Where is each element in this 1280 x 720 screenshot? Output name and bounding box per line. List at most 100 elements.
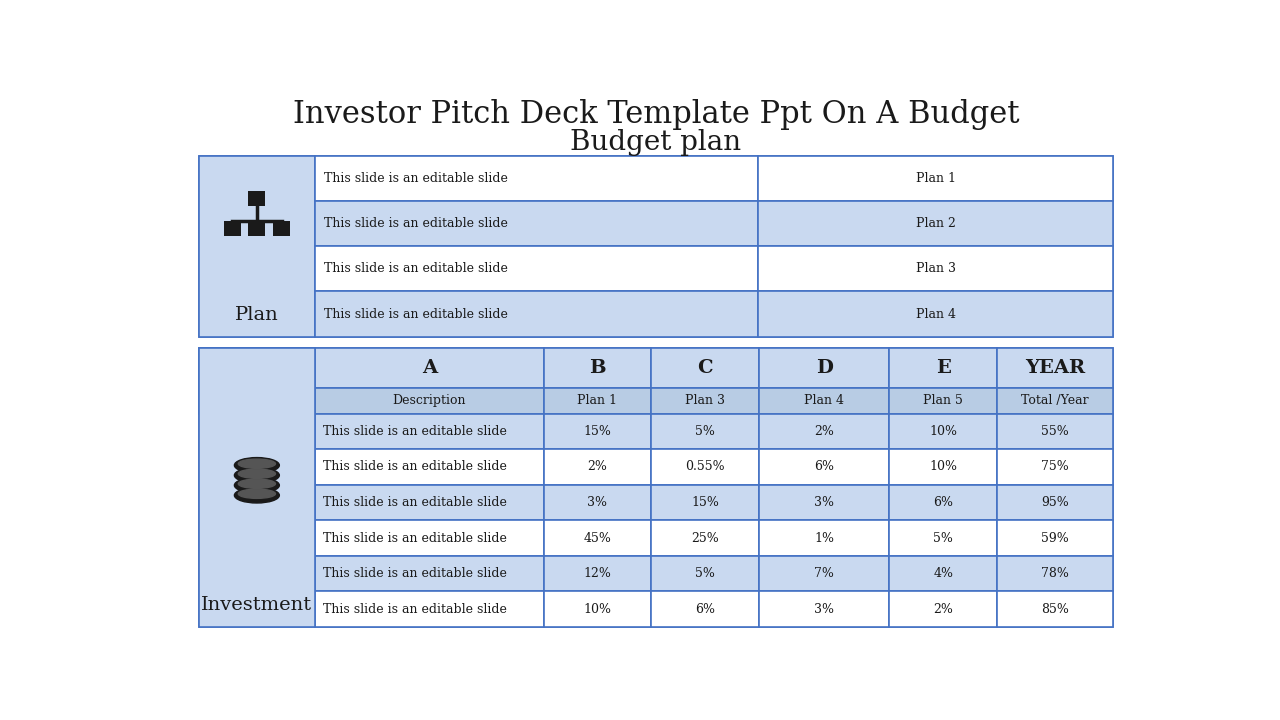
Ellipse shape [234, 477, 279, 493]
Text: 1%: 1% [814, 531, 835, 544]
Text: 45%: 45% [584, 531, 612, 544]
Bar [544, 348, 652, 388]
Text: 4%: 4% [933, 567, 954, 580]
Bar [315, 521, 544, 556]
Bar [544, 591, 652, 627]
Bar [890, 556, 997, 591]
Bar [224, 221, 241, 236]
Bar [315, 414, 544, 449]
Bar [997, 388, 1114, 414]
Bar [758, 156, 1114, 201]
Bar [652, 449, 759, 485]
Text: A: A [421, 359, 436, 377]
Bar [759, 388, 890, 414]
Text: Plan 3: Plan 3 [915, 262, 956, 275]
Text: D: D [815, 359, 833, 377]
Text: C: C [698, 359, 713, 377]
Text: 10%: 10% [929, 425, 957, 438]
Ellipse shape [234, 487, 279, 503]
Text: 5%: 5% [933, 531, 954, 544]
Text: Investor Pitch Deck Template Ppt On A Budget: Investor Pitch Deck Template Ppt On A Bu… [293, 99, 1019, 130]
Text: 2%: 2% [933, 603, 954, 616]
Text: 5%: 5% [695, 567, 716, 580]
Bar [544, 388, 652, 414]
Text: Plan: Plan [236, 306, 279, 324]
Text: 95%: 95% [1041, 496, 1069, 509]
Bar [759, 449, 890, 485]
Text: 3%: 3% [814, 603, 835, 616]
Bar [997, 521, 1114, 556]
Ellipse shape [238, 479, 275, 488]
Text: Investment: Investment [201, 596, 312, 614]
Text: 85%: 85% [1041, 603, 1069, 616]
Text: Plan 4: Plan 4 [804, 395, 845, 408]
Ellipse shape [238, 489, 275, 498]
Bar [759, 521, 890, 556]
Ellipse shape [234, 458, 279, 473]
Ellipse shape [238, 459, 275, 468]
Text: E: E [936, 359, 951, 377]
Text: 75%: 75% [1041, 461, 1069, 474]
Bar [544, 414, 652, 449]
Bar [759, 348, 890, 388]
Bar [315, 591, 544, 627]
Text: This slide is an editable slide: This slide is an editable slide [323, 603, 507, 616]
Bar [315, 292, 758, 337]
Text: Plan 2: Plan 2 [915, 217, 956, 230]
Text: 6%: 6% [695, 603, 716, 616]
Text: This slide is an editable slide: This slide is an editable slide [324, 262, 508, 275]
Text: This slide is an editable slide: This slide is an editable slide [323, 496, 507, 509]
Text: 5%: 5% [695, 425, 716, 438]
Bar [997, 449, 1114, 485]
Text: Description: Description [393, 395, 466, 408]
Bar [652, 556, 759, 591]
Bar [315, 388, 544, 414]
Bar [198, 348, 1114, 627]
Bar [759, 591, 890, 627]
Text: Plan 3: Plan 3 [685, 395, 726, 408]
Bar [544, 521, 652, 556]
Bar [544, 556, 652, 591]
Bar [758, 246, 1114, 292]
Text: 3%: 3% [814, 496, 835, 509]
Text: 6%: 6% [814, 461, 835, 474]
Bar [652, 388, 759, 414]
Bar [759, 485, 890, 521]
Bar [652, 348, 759, 388]
Text: 3%: 3% [588, 496, 608, 509]
Text: B: B [589, 359, 605, 377]
Text: YEAR: YEAR [1025, 359, 1085, 377]
Bar [652, 521, 759, 556]
Bar [759, 414, 890, 449]
Bar [890, 348, 997, 388]
Bar [315, 556, 544, 591]
Bar [758, 292, 1114, 337]
Text: This slide is an editable slide: This slide is an editable slide [323, 567, 507, 580]
Bar [273, 221, 291, 236]
Text: This slide is an editable slide: This slide is an editable slide [323, 425, 507, 438]
Bar [890, 388, 997, 414]
Text: 7%: 7% [814, 567, 835, 580]
Text: 12%: 12% [584, 567, 612, 580]
Bar [315, 348, 544, 388]
Bar [248, 221, 265, 236]
Text: 10%: 10% [584, 603, 612, 616]
Bar [198, 156, 1114, 337]
Text: This slide is an editable slide: This slide is an editable slide [324, 217, 508, 230]
Bar [198, 348, 315, 627]
Bar [315, 485, 544, 521]
Text: 78%: 78% [1041, 567, 1069, 580]
Bar [315, 156, 758, 201]
Text: Total /Year: Total /Year [1021, 395, 1089, 408]
Text: This slide is an editable slide: This slide is an editable slide [323, 461, 507, 474]
Text: Plan 4: Plan 4 [915, 307, 956, 320]
Bar [890, 485, 997, 521]
Bar [652, 591, 759, 627]
Text: 6%: 6% [933, 496, 954, 509]
Bar [758, 201, 1114, 246]
Text: 55%: 55% [1041, 425, 1069, 438]
Bar [759, 556, 890, 591]
Bar [997, 556, 1114, 591]
Bar [997, 591, 1114, 627]
Bar [198, 348, 315, 388]
